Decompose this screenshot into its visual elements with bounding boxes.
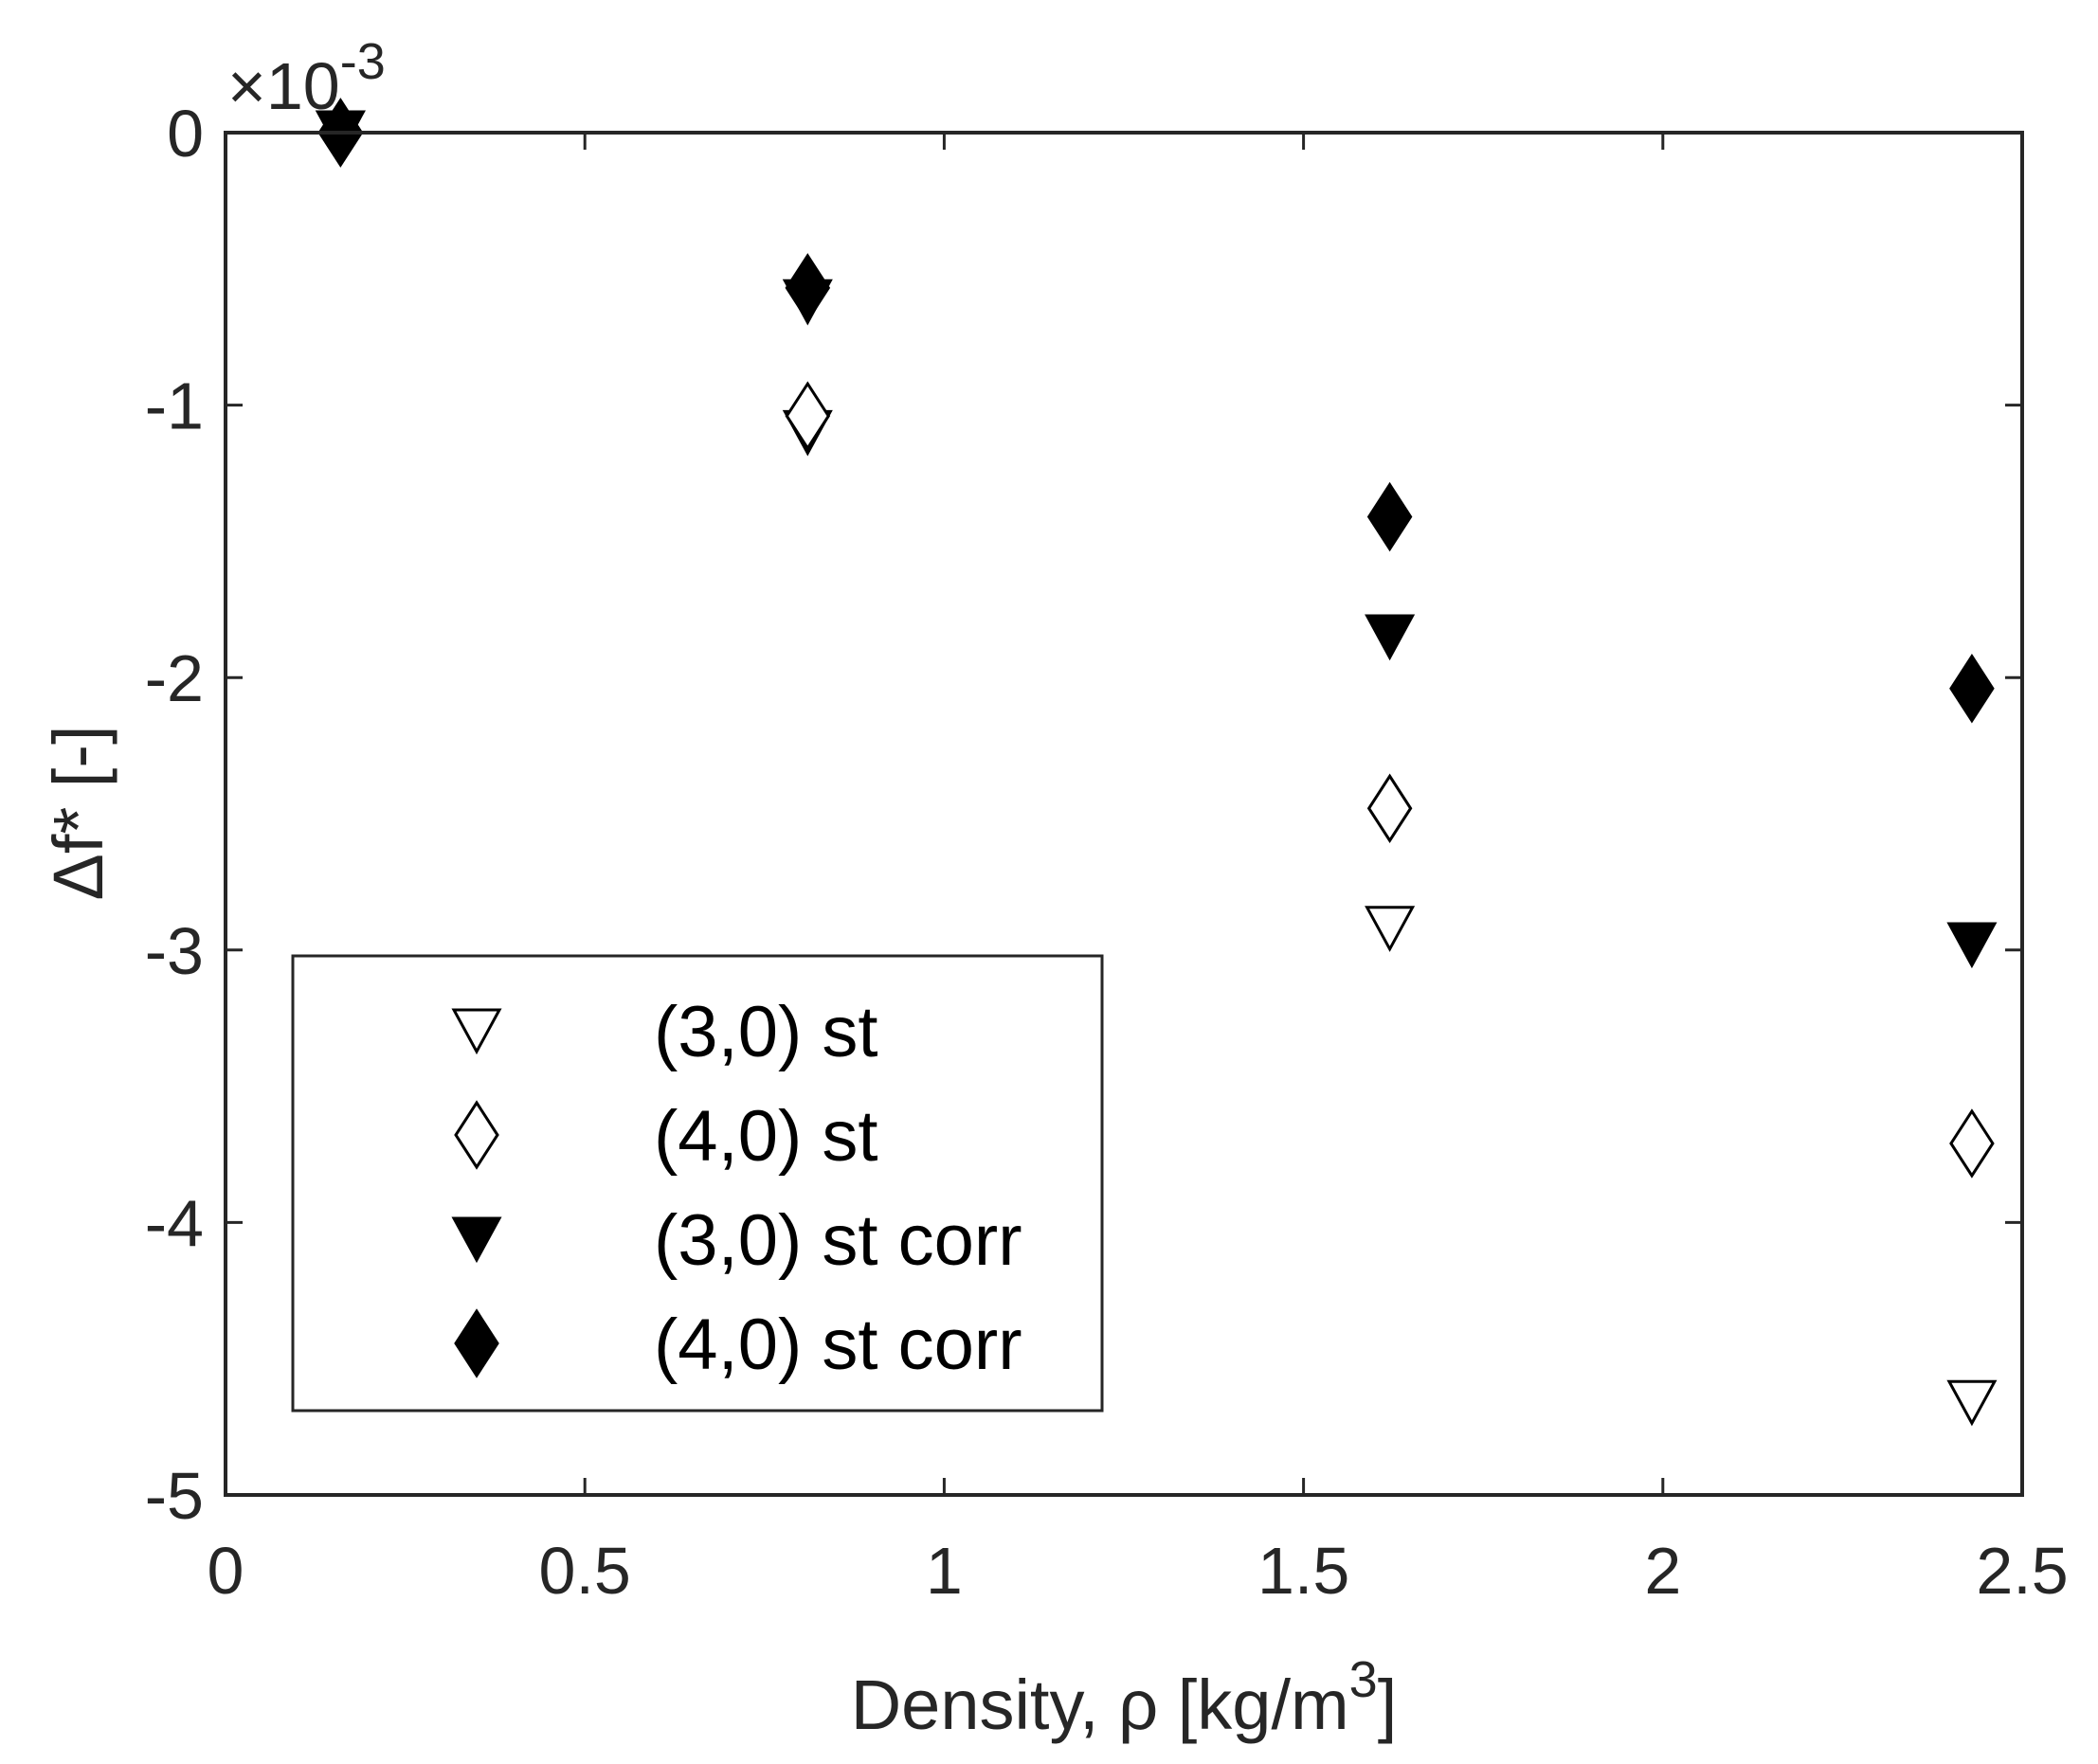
y-tick-label: -5	[145, 1459, 204, 1533]
point-4-0-st-corr	[1366, 481, 1413, 552]
y-tick-labels: 0 -1 -2 -3 -4 -5	[145, 97, 204, 1533]
y-tick-label: -2	[145, 641, 204, 715]
legend-label-4-0-st-corr: (4,0) st corr	[654, 1305, 1022, 1385]
point-4-0-st-corr	[1949, 653, 1995, 724]
y-multiplier-base: ×10	[227, 49, 340, 123]
plot-area-frame	[224, 131, 2024, 1497]
point-3-0-st-corr	[1946, 922, 1998, 969]
data-points	[315, 98, 1998, 1427]
x-tick-label: 1	[926, 1534, 963, 1608]
legend-items: (3,0) st (4,0) st (3,0) st corr (4,0) st co…	[451, 992, 1022, 1385]
legend-label-3-0-st: (3,0) st	[654, 992, 878, 1072]
x-label-superscript: 3	[1349, 1651, 1378, 1708]
x-tick-label: 0.5	[539, 1534, 631, 1608]
legend: (3,0) st (4,0) st (3,0) st corr (4,0) st co…	[291, 954, 1104, 1413]
legend-marker-4-0-st	[454, 1100, 499, 1170]
legend-box	[291, 954, 1104, 1413]
point-4-0-st-corr	[785, 253, 831, 323]
point-4-0-st	[1366, 773, 1413, 844]
y-tick-label: -4	[145, 1186, 204, 1260]
x-label-end: ]	[1378, 1665, 1398, 1744]
y-multiplier-exponent: -3	[340, 33, 386, 90]
x-tick-label: 1.5	[1257, 1534, 1349, 1608]
x-tick-labels: 0 0.5 1 1.5 2 2.5	[208, 1534, 2069, 1608]
legend-marker-3-0-st-corr	[451, 1216, 502, 1264]
legend-label-3-0-st-corr: (3,0) st corr	[654, 1200, 1022, 1281]
legend-label-4-0-st: (4,0) st	[654, 1096, 878, 1177]
x-label-main: Density, ρ [kg/m	[851, 1665, 1349, 1744]
y-tick-label: -3	[145, 914, 204, 988]
point-3-0-st	[1365, 906, 1416, 952]
legend-marker-3-0-st	[451, 1008, 502, 1055]
legend-marker-4-0-st-corr	[454, 1308, 499, 1378]
point-4-0-st	[1949, 1108, 1995, 1179]
y-tick-label: 0	[167, 97, 204, 171]
y-axis-label: Δf* [-]	[39, 725, 118, 900]
x-tick-label: 2	[1644, 1534, 1681, 1608]
x-tick-label: 2.5	[1976, 1534, 2068, 1608]
x-axis-label: Density, ρ [kg/m3]	[851, 1651, 1398, 1744]
y-tick-label: -1	[145, 369, 204, 443]
point-4-0-st	[785, 381, 831, 451]
point-3-0-st	[1946, 1379, 1998, 1427]
point-3-0-st-corr	[1365, 614, 1416, 661]
y-axis-multiplier: ×10-3	[227, 33, 386, 123]
x-tick-label: 0	[208, 1534, 244, 1608]
